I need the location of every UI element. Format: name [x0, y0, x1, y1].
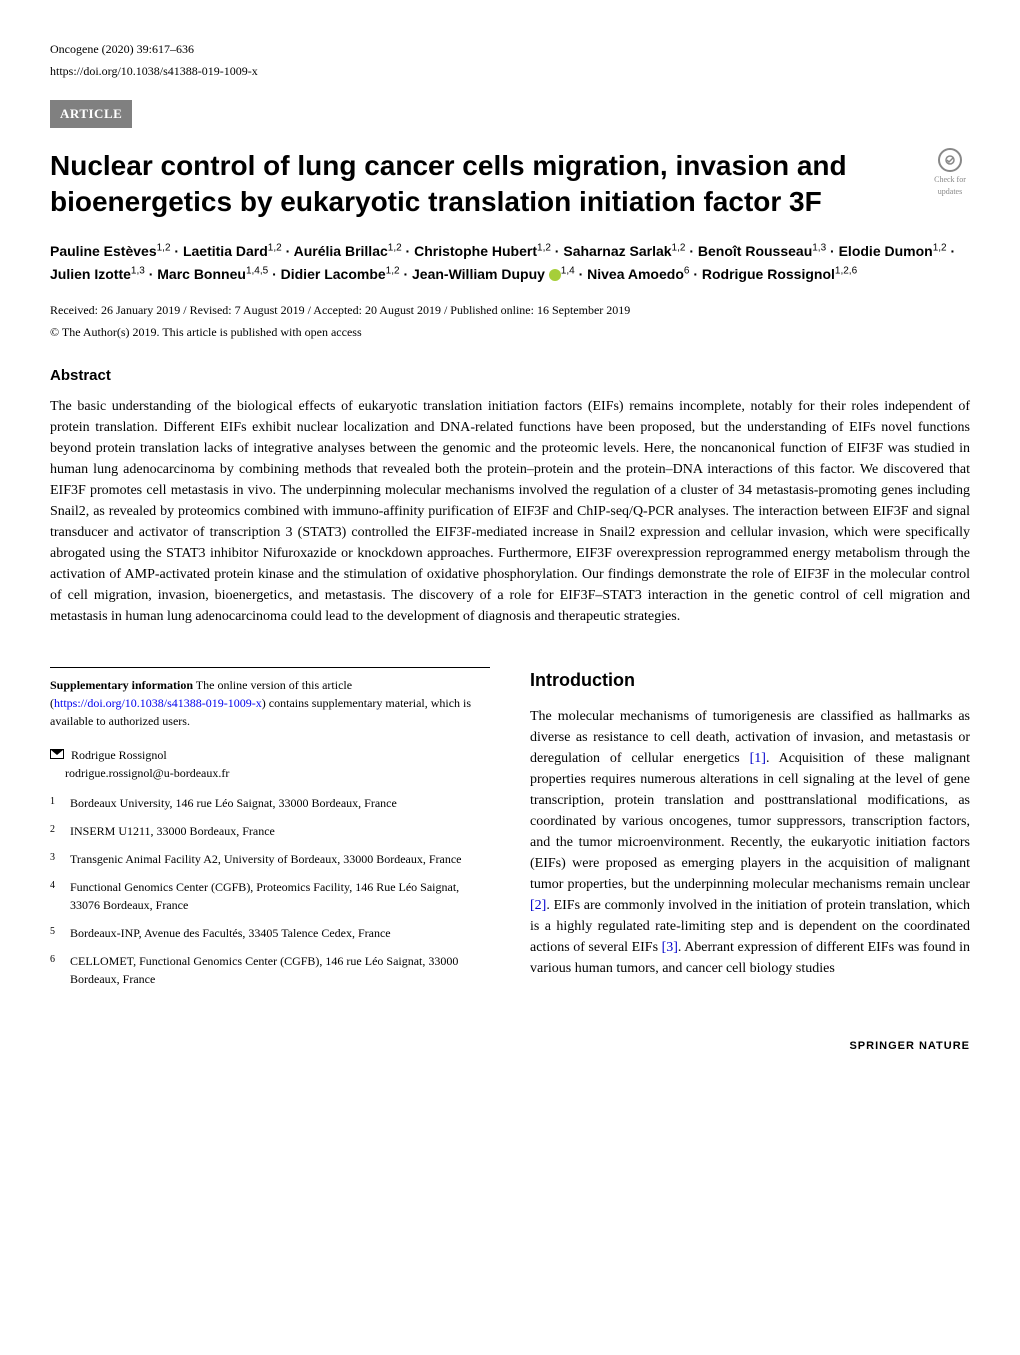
check-updates-label: Check for updates	[930, 174, 970, 198]
doi: https://doi.org/10.1038/s41388-019-1009-…	[50, 62, 970, 80]
corresponding-name: Rodrigue Rossignol	[71, 748, 167, 762]
reference-link[interactable]: [1]	[750, 751, 766, 766]
introduction-text: The molecular mechanisms of tumorigenesi…	[530, 706, 970, 979]
authors-list: Pauline Estèves1,2 · Laetitia Dard1,2 · …	[50, 240, 970, 285]
affiliation-item: 3Transgenic Animal Facility A2, Universi…	[50, 850, 490, 868]
affiliation-text: INSERM U1211, 33000 Bordeaux, France	[70, 822, 490, 840]
check-updates-icon	[938, 148, 962, 172]
copyright-line: © The Author(s) 2019. This article is pu…	[50, 323, 970, 341]
affiliation-text: CELLOMET, Functional Genomics Center (CG…	[70, 952, 490, 988]
supplementary-info: Supplementary information The online ver…	[50, 667, 490, 730]
supplementary-link[interactable]: https://doi.org/10.1038/s41388-019-1009-…	[54, 696, 262, 710]
right-column: Introduction The molecular mechanisms of…	[530, 667, 970, 998]
affiliation-item: 5Bordeaux-INP, Avenue des Facultés, 3340…	[50, 924, 490, 942]
affiliation-number: 3	[50, 850, 70, 868]
affiliation-text: Transgenic Animal Facility A2, Universit…	[70, 850, 490, 868]
affiliation-item: 4Functional Genomics Center (CGFB), Prot…	[50, 878, 490, 914]
affiliation-text: Bordeaux University, 146 rue Léo Saignat…	[70, 794, 490, 812]
corresponding-author: Rodrigue Rossignol rodrigue.rossignol@u-…	[50, 746, 490, 782]
article-title: Nuclear control of lung cancer cells mig…	[50, 148, 930, 221]
affiliation-text: Functional Genomics Center (CGFB), Prote…	[70, 878, 490, 914]
check-updates-widget[interactable]: Check for updates	[930, 148, 970, 198]
article-badge: ARTICLE	[50, 100, 132, 128]
introduction-heading: Introduction	[530, 667, 970, 694]
supplementary-label: Supplementary information	[50, 678, 193, 692]
affiliation-number: 1	[50, 794, 70, 812]
affiliation-text: Bordeaux-INP, Avenue des Facultés, 33405…	[70, 924, 490, 942]
journal-info: Oncogene (2020) 39:617–636	[50, 40, 970, 58]
affiliation-number: 2	[50, 822, 70, 840]
affiliation-item: 6CELLOMET, Functional Genomics Center (C…	[50, 952, 490, 988]
affiliation-item: 2INSERM U1211, 33000 Bordeaux, France	[50, 822, 490, 840]
abstract-heading: Abstract	[50, 365, 970, 388]
affiliation-number: 4	[50, 878, 70, 914]
envelope-icon	[50, 749, 64, 759]
left-column: Supplementary information The online ver…	[50, 667, 490, 998]
corresponding-email: rodrigue.rossignol@u-bordeaux.fr	[65, 766, 229, 780]
affiliation-number: 6	[50, 952, 70, 988]
affiliation-number: 5	[50, 924, 70, 942]
abstract-text: The basic understanding of the biologica…	[50, 396, 970, 627]
reference-link[interactable]: [2]	[530, 898, 546, 913]
dates-line: Received: 26 January 2019 / Revised: 7 A…	[50, 301, 970, 319]
affiliation-item: 1Bordeaux University, 146 rue Léo Saigna…	[50, 794, 490, 812]
footer-publisher: SPRINGER NATURE	[50, 1038, 970, 1055]
affiliations-list: 1Bordeaux University, 146 rue Léo Saigna…	[50, 794, 490, 988]
reference-link[interactable]: [3]	[662, 940, 678, 955]
